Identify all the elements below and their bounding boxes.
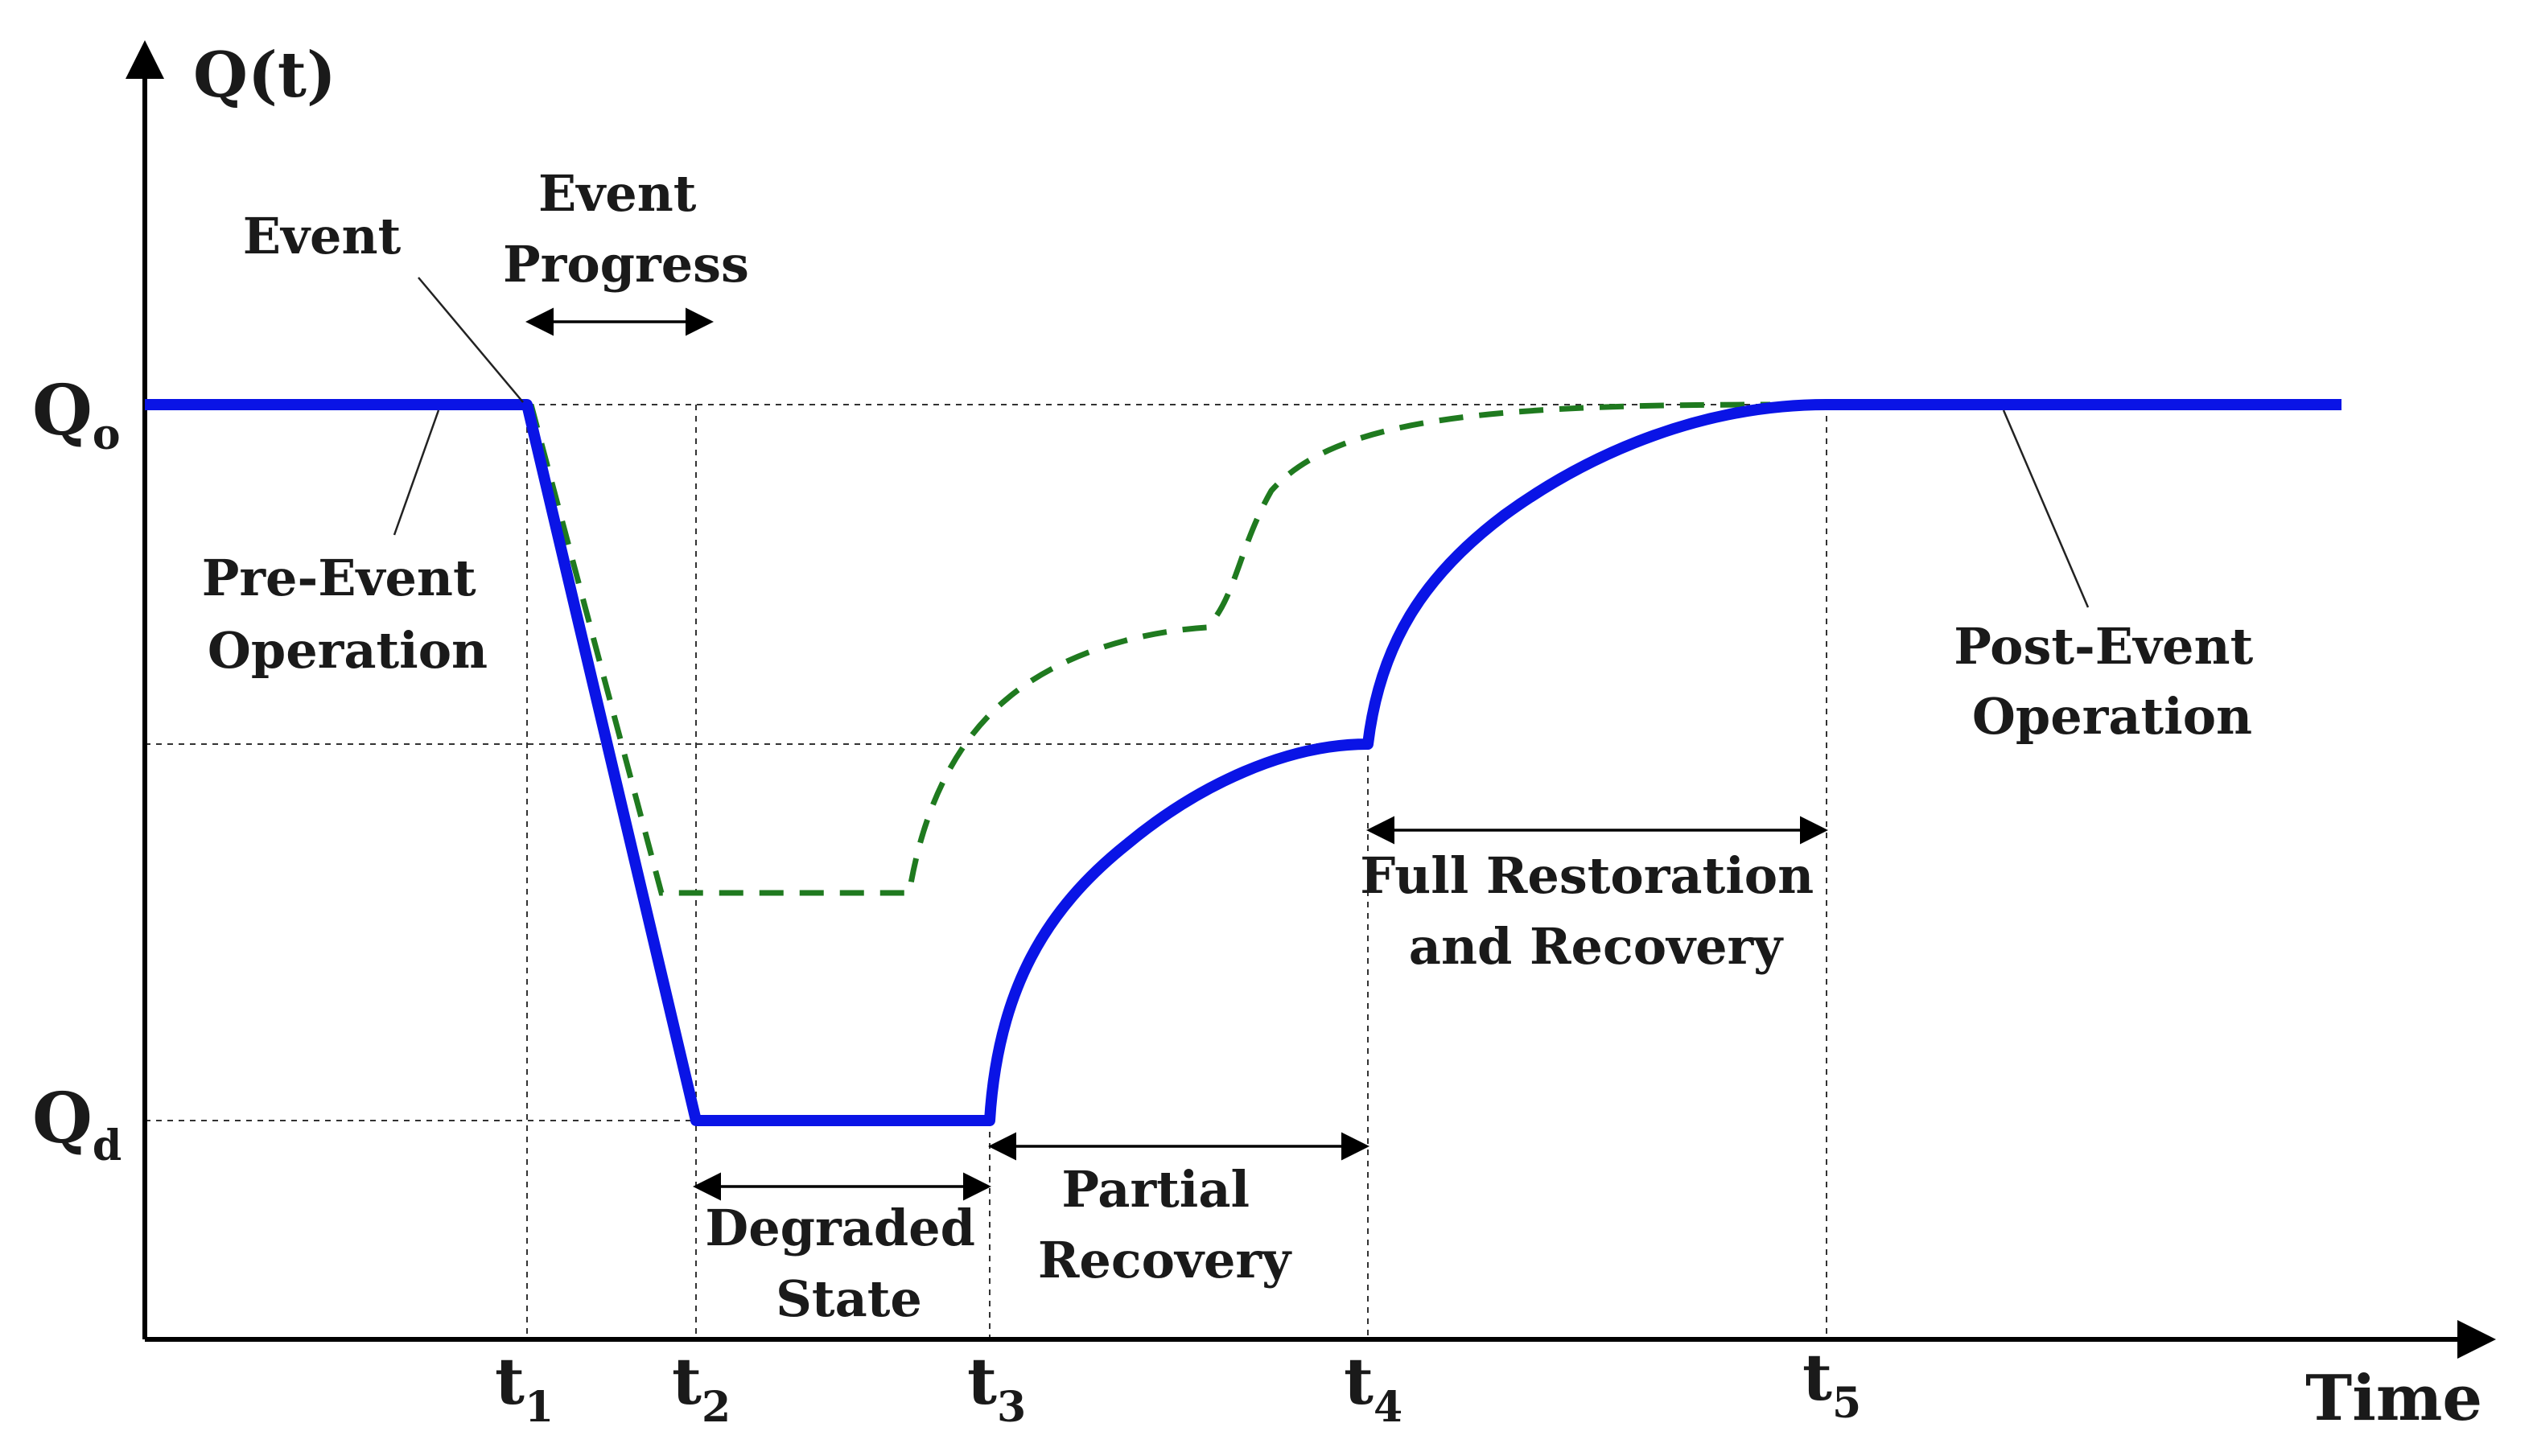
post-event-leader bbox=[2002, 409, 2090, 608]
degraded-state-label: Degraded State bbox=[705, 1199, 992, 1328]
pre-event-label: Pre-Event Operation bbox=[202, 549, 494, 680]
time-marker-t5: t5 bbox=[1802, 1339, 1861, 1428]
pre-event-leader bbox=[393, 409, 440, 536]
primary-resilience-curve bbox=[145, 399, 2341, 1126]
post-event-label: Post-Event Operation bbox=[1954, 617, 2271, 746]
time-marker-t1: t1 bbox=[495, 1343, 554, 1432]
event-progress-label: Event Progress bbox=[503, 164, 749, 294]
time-marker-t2: t2 bbox=[672, 1343, 731, 1432]
event-leader bbox=[418, 277, 524, 403]
partial-recovery-label: Partial Recovery bbox=[1038, 1160, 1292, 1289]
full-restoration-label: Full Restoration and Recovery bbox=[1360, 846, 1831, 976]
event-label: Event bbox=[243, 207, 402, 265]
time-marker-t3: t3 bbox=[967, 1343, 1026, 1432]
nominal-level-label: Qo bbox=[32, 370, 121, 459]
degraded-level-label: Qd bbox=[32, 1078, 122, 1170]
y-axis-label: Q(t) bbox=[193, 39, 336, 112]
time-marker-t4: t4 bbox=[1344, 1343, 1402, 1432]
alternate-recovery-curve bbox=[528, 401, 1771, 896]
x-axis-label: Time bbox=[2305, 1362, 2482, 1435]
